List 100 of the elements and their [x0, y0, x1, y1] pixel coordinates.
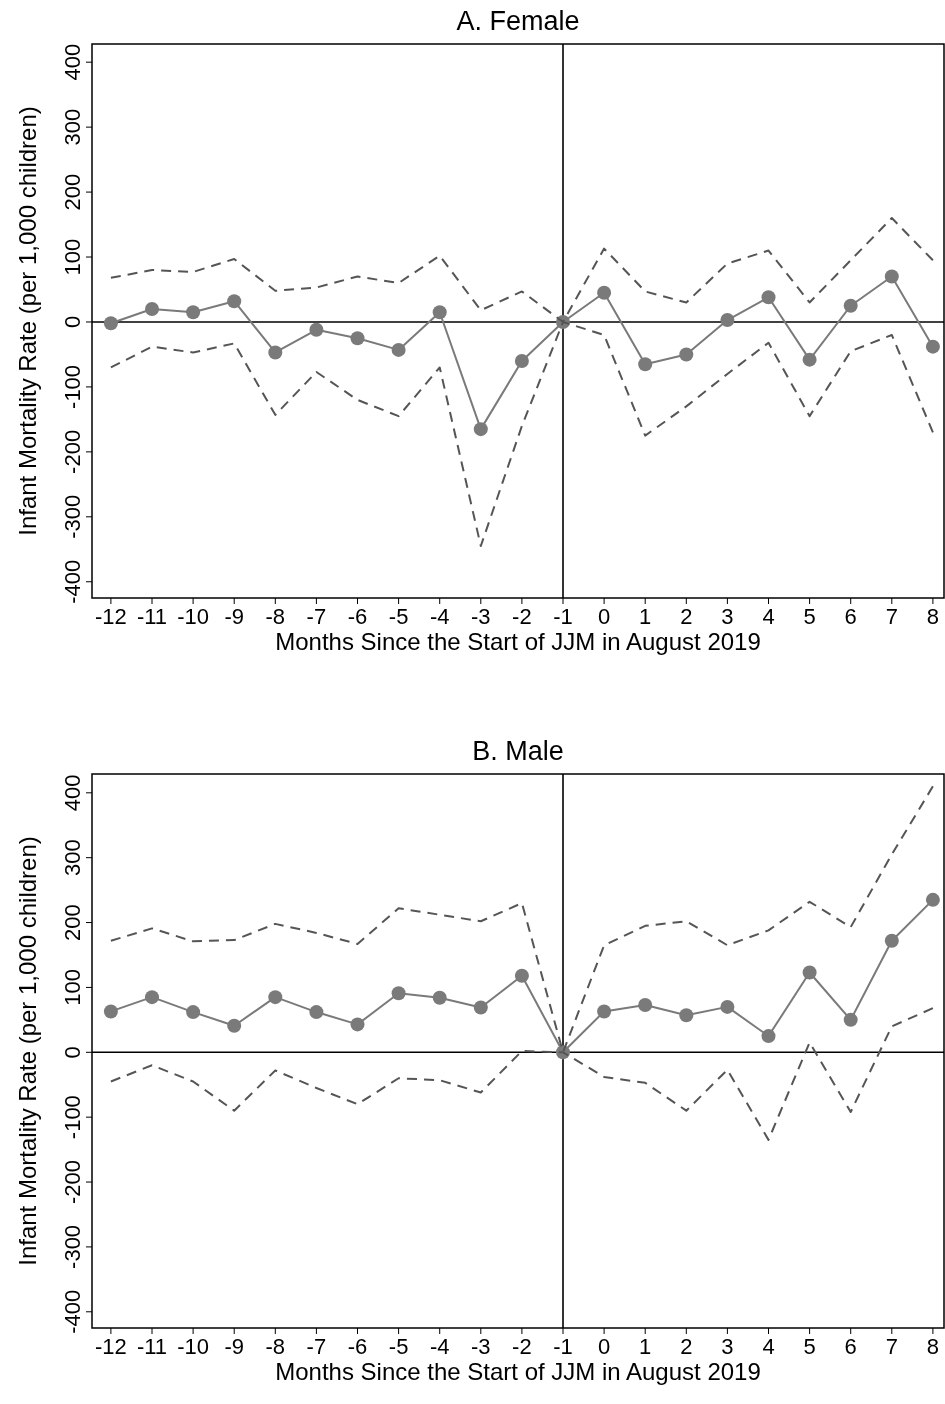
point	[884, 933, 899, 948]
y-tick-label: 300	[60, 108, 85, 146]
point	[309, 1005, 324, 1020]
y-axis-title: Infant Mortality Rate (per 1,000 children)	[14, 106, 41, 536]
y-tick-label: -300	[60, 1224, 85, 1269]
point	[227, 294, 242, 309]
point	[432, 990, 447, 1005]
point	[473, 422, 488, 437]
x-tick-label: -10	[177, 1334, 209, 1359]
x-tick-label: 2	[680, 1334, 693, 1359]
x-tick-label: -10	[177, 604, 209, 629]
point	[391, 986, 406, 1001]
point	[268, 345, 283, 360]
point	[597, 285, 612, 300]
y-tick-label: 200	[60, 904, 85, 941]
point	[186, 1005, 201, 1020]
y-tick-label: 100	[60, 238, 85, 276]
point	[597, 1004, 612, 1019]
point	[391, 342, 406, 357]
point	[802, 965, 817, 980]
x-tick-label: 0	[597, 604, 611, 629]
x-tick-label: -12	[95, 1334, 127, 1359]
x-tick-label: 8	[926, 1334, 940, 1359]
point	[473, 1000, 488, 1015]
x-tick-label: 0	[597, 1334, 611, 1359]
y-axis-title: Infant Mortality Rate (per 1,000 children)	[14, 836, 41, 1266]
y-tick-label: -200	[60, 429, 85, 474]
chart-title: B. Male	[472, 736, 564, 766]
point	[309, 322, 324, 337]
x-tick-label: 1	[639, 604, 652, 629]
x-tick-label: 3	[721, 604, 734, 629]
x-tick-label: -12	[95, 604, 127, 629]
point	[843, 298, 858, 313]
x-tick-label: -4	[429, 604, 450, 629]
y-tick-label: 400	[60, 774, 85, 812]
point	[720, 313, 735, 328]
point	[227, 1018, 242, 1033]
point	[103, 1004, 118, 1019]
point	[350, 331, 365, 346]
x-tick-label: -2	[512, 1334, 532, 1359]
point	[350, 1017, 365, 1032]
y-tick-label: 0	[60, 315, 85, 329]
x-tick-label: 4	[762, 604, 775, 629]
x-tick-label: 4	[762, 1334, 775, 1359]
x-tick-label: -6	[347, 604, 368, 629]
point	[843, 1012, 858, 1027]
x-tick-label: 6	[844, 1334, 857, 1359]
x-tick-label: -6	[347, 1334, 368, 1359]
point	[638, 997, 653, 1012]
y-tick-label: -100	[60, 1095, 85, 1140]
y-tick-label: 400	[60, 43, 85, 81]
point	[802, 352, 817, 367]
point	[679, 347, 694, 362]
x-tick-label: -1	[553, 1334, 573, 1359]
x-tick-label: -5	[388, 604, 409, 629]
x-tick-label: -3	[471, 604, 491, 629]
y-tick-label: -400	[60, 1289, 85, 1334]
x-tick-label: -3	[471, 1334, 491, 1359]
x-tick-label: 8	[926, 604, 940, 629]
y-tick-label: 0	[60, 1046, 85, 1059]
x-tick-label: -7	[306, 1334, 327, 1359]
point	[103, 316, 118, 331]
point	[186, 305, 201, 320]
y-tick-label: -100	[60, 364, 85, 409]
point	[145, 301, 160, 316]
x-tick-label: -11	[136, 604, 168, 629]
y-tick-label: 300	[60, 839, 85, 877]
chart-title: A. Female	[456, 6, 580, 36]
x-tick-label: -1	[553, 604, 573, 629]
y-tick-label: 100	[60, 969, 85, 1006]
x-tick-label: 7	[885, 1334, 898, 1359]
y-tick-label: -400	[60, 559, 85, 604]
point	[884, 269, 899, 284]
point	[925, 892, 940, 907]
point	[514, 353, 529, 368]
y-tick-label: 200	[60, 173, 85, 211]
point	[679, 1008, 694, 1023]
point	[761, 1029, 776, 1044]
x-tick-label: 3	[721, 1334, 734, 1359]
x-tick-label: 7	[885, 604, 898, 629]
point	[761, 290, 776, 305]
x-tick-label: -9	[224, 604, 244, 629]
x-tick-label: 6	[844, 604, 857, 629]
x-tick-label: 1	[639, 1334, 652, 1359]
x-tick-label: 2	[680, 604, 693, 629]
x-tick-label: -9	[224, 1334, 244, 1359]
x-tick-label: 5	[803, 604, 816, 629]
x-tick-label: -8	[265, 604, 286, 629]
x-tick-label: -2	[512, 604, 532, 629]
x-tick-label: -11	[136, 1334, 168, 1359]
point	[720, 999, 735, 1014]
point	[514, 968, 529, 983]
y-tick-label: -300	[60, 494, 85, 539]
x-tick-label: -7	[306, 604, 327, 629]
point	[638, 357, 653, 372]
x-tick-label: -8	[265, 1334, 286, 1359]
x-axis-title: Months Since the Start of JJM in August 2019	[275, 628, 761, 655]
point	[432, 305, 447, 320]
x-tick-label: -4	[429, 1334, 450, 1359]
point	[268, 990, 283, 1005]
